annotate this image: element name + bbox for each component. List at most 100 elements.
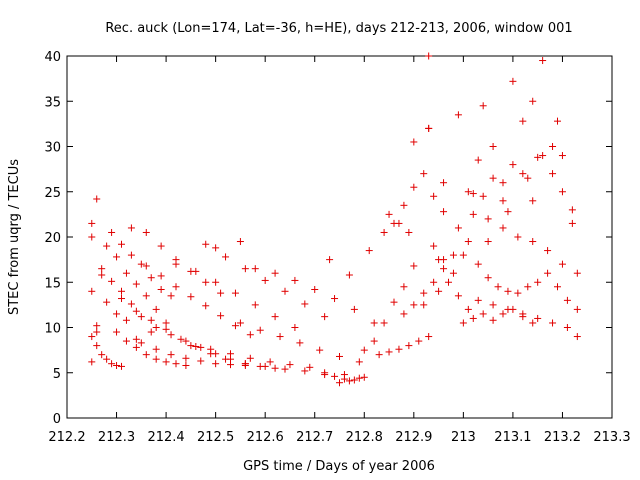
data-point — [430, 278, 438, 286]
data-point — [405, 342, 413, 350]
data-point — [449, 269, 457, 277]
data-point — [261, 362, 269, 370]
data-point — [529, 319, 537, 327]
data-point — [519, 170, 527, 178]
x-axis-ticks: 212.2 212.3 212.4 212.5 212.6 212.7 212.8 212.9… — [48, 56, 631, 445]
data-point — [469, 210, 477, 218]
data-point — [266, 358, 274, 366]
data-point — [539, 57, 547, 65]
data-point — [256, 326, 264, 334]
y-axis-ticks: 0 5 10 15 20 25 30 35 40 — [44, 50, 612, 427]
data-point — [103, 242, 111, 250]
data-point — [390, 298, 398, 306]
data-point — [192, 343, 200, 351]
data-point — [380, 319, 388, 327]
data-point — [425, 52, 433, 60]
x-axis-label: GPS time / Days of year 2006 — [243, 459, 435, 474]
data-point — [400, 310, 408, 318]
data-point — [132, 335, 140, 343]
data-point — [132, 280, 140, 288]
data-point — [494, 283, 502, 291]
data-point — [474, 260, 482, 268]
data-point — [469, 190, 477, 198]
data-point — [147, 328, 155, 336]
data-point — [539, 152, 547, 160]
data-point — [395, 345, 403, 353]
data-point — [529, 238, 537, 246]
data-point — [182, 354, 190, 362]
data-point — [464, 238, 472, 246]
data-point — [162, 358, 170, 366]
x-tick-label: 212.9 — [395, 430, 432, 445]
data-point — [251, 301, 259, 309]
data-point — [197, 357, 205, 365]
data-point — [202, 278, 210, 286]
x-tick-label: 212.8 — [346, 430, 383, 445]
x-tick-label: 212.5 — [197, 430, 234, 445]
data-point — [118, 362, 125, 370]
data-point — [336, 352, 343, 360]
data-point — [400, 283, 408, 291]
data-point — [142, 292, 150, 300]
data-point — [93, 322, 101, 330]
data-point — [227, 350, 234, 358]
data-point — [108, 228, 116, 236]
data-point — [147, 274, 155, 282]
data-point — [103, 298, 111, 306]
data-point — [440, 256, 448, 264]
data-point — [440, 208, 448, 216]
data-point — [568, 219, 576, 227]
data-point — [400, 201, 408, 209]
data-point — [479, 192, 487, 200]
data-point — [474, 156, 482, 164]
data-point — [167, 331, 175, 339]
data-point — [162, 319, 170, 327]
data-point — [286, 361, 294, 369]
data-point — [499, 197, 507, 205]
data-point — [122, 316, 130, 324]
data-point — [217, 289, 225, 297]
data-point — [261, 276, 269, 284]
data-point — [529, 97, 537, 105]
data-point — [167, 292, 175, 300]
data-point — [459, 319, 467, 327]
data-point — [271, 269, 279, 277]
data-point — [113, 253, 121, 261]
data-point — [321, 371, 329, 379]
data-point — [212, 360, 220, 368]
data-point — [504, 287, 512, 295]
data-point — [410, 138, 418, 146]
data-point — [113, 310, 121, 318]
data-point — [524, 174, 532, 182]
data-point — [132, 307, 140, 315]
data-point — [118, 240, 125, 248]
data-point — [474, 296, 482, 304]
data-point — [172, 260, 180, 268]
data-point — [152, 305, 160, 313]
data-point — [489, 316, 497, 324]
data-point — [420, 301, 428, 309]
data-point — [177, 335, 185, 343]
data-point — [549, 319, 557, 327]
data-point — [405, 228, 413, 236]
y-tick-label: 5 — [53, 367, 61, 382]
data-point — [563, 296, 571, 304]
data-point — [271, 313, 279, 321]
data-point — [345, 271, 353, 279]
data-point — [311, 285, 319, 293]
data-point — [187, 342, 195, 350]
data-point — [118, 295, 125, 303]
data-points — [88, 52, 581, 387]
data-point — [207, 345, 215, 353]
data-point — [558, 260, 566, 268]
data-point — [365, 247, 373, 255]
data-point — [192, 267, 200, 275]
data-point — [142, 262, 150, 270]
data-point — [316, 346, 324, 354]
data-point — [93, 328, 101, 336]
data-point — [127, 300, 135, 308]
data-point — [568, 206, 576, 214]
data-point — [142, 351, 150, 359]
data-point — [172, 283, 180, 291]
data-point — [118, 287, 125, 295]
